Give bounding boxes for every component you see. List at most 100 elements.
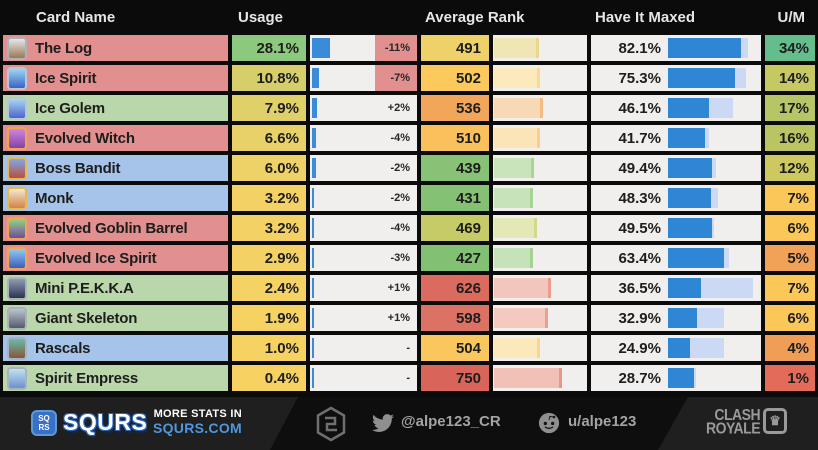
- have-it-maxed-bar-track: [668, 278, 757, 298]
- um-value: 6%: [787, 309, 809, 327]
- card-name-label: Ice Spirit: [35, 69, 97, 87]
- average-rank-value: 536: [455, 99, 481, 117]
- average-rank-bar: [494, 38, 539, 58]
- footer-bar: SQ RS SQURS MORE STATS IN SQURS.COM @alp…: [0, 397, 818, 450]
- reddit-handle[interactable]: u/alpe123: [568, 413, 637, 430]
- average-rank-bar: [494, 158, 534, 178]
- um-value-cell: 6%: [765, 215, 815, 241]
- more-stats-block[interactable]: MORE STATS IN SQURS.COM: [128, 408, 242, 436]
- table-row: Evolved Witch 6.6% -4% 510 41.7%: [3, 125, 815, 151]
- um-value-cell: 1%: [765, 365, 815, 391]
- footer-right-panel: [658, 397, 818, 450]
- table-row: Boss Bandit 6.0% -2% 439 49.4%: [3, 155, 815, 181]
- card-stats-table: Card Name Usage Average Rank Have It Max…: [3, 9, 815, 391]
- have-it-maxed-bar: [668, 278, 701, 298]
- average-rank-bar: [494, 128, 541, 148]
- have-it-maxed-cell: 49.5%: [591, 215, 761, 241]
- average-rank-bar: [494, 98, 543, 118]
- um-value-cell: 6%: [765, 305, 815, 331]
- average-rank-value-cell: 510: [421, 125, 489, 151]
- average-rank-value: 431: [455, 189, 481, 207]
- have-it-maxed-bar: [668, 158, 712, 178]
- um-value: 5%: [787, 249, 809, 267]
- average-rank-value-cell: 427: [421, 245, 489, 271]
- average-rank-value: 439: [455, 159, 481, 177]
- have-it-maxed-bar: [668, 338, 691, 358]
- usage-bar-cell: +1%: [310, 305, 417, 331]
- average-rank-bar-cell: [493, 365, 587, 391]
- have-it-maxed-cell: 63.4%: [591, 245, 761, 271]
- usage-bar-cell: -7%: [310, 65, 417, 91]
- um-value-cell: 16%: [765, 125, 815, 151]
- um-value: 34%: [778, 39, 809, 57]
- average-rank-value: 598: [455, 309, 481, 327]
- usage-value: 2.4%: [264, 279, 299, 297]
- average-rank-value: 469: [455, 219, 481, 237]
- spirit-empress-card-icon: [7, 366, 27, 390]
- squrs-brand-text: SQURS: [63, 409, 148, 435]
- um-value-cell: 12%: [765, 155, 815, 181]
- usage-bar-cell: -11%: [310, 35, 417, 61]
- usage-value: 6.0%: [264, 159, 299, 177]
- ice-golem-card-icon: [7, 96, 27, 120]
- card-name-cell: Evolved Ice Spirit: [3, 245, 228, 271]
- usage-value-cell: 1.0%: [232, 335, 306, 361]
- card-name-cell: Ice Golem: [3, 95, 228, 121]
- twitter-handle[interactable]: @alpe123_CR: [401, 413, 501, 430]
- usage-value: 7.9%: [264, 99, 299, 117]
- have-it-maxed-value: 75.3%: [618, 69, 661, 87]
- usage-value: 0.4%: [264, 369, 299, 387]
- squrs-com-link[interactable]: SQURS.COM: [152, 420, 242, 436]
- usage-bar: [312, 338, 314, 358]
- column-header-um: U/M: [777, 9, 806, 26]
- usage-value: 2.9%: [264, 249, 299, 267]
- table-row: The Log 28.1% -11% 491 82.1%: [3, 35, 815, 61]
- have-it-maxed-value: 48.3%: [618, 189, 661, 207]
- have-it-maxed-value: 32.9%: [618, 309, 661, 327]
- table-row: Mini P.E.K.K.A 2.4% +1% 626 36.5%: [3, 275, 815, 301]
- usage-value: 10.8%: [256, 69, 299, 87]
- card-name-cell: Evolved Witch: [3, 125, 228, 151]
- table-row: Rascals 1.0% - 504 24.9%: [3, 335, 815, 361]
- average-rank-bar-cell: [493, 245, 587, 271]
- usage-bar-cell: -3%: [310, 245, 417, 271]
- card-name-cell: Evolved Goblin Barrel: [3, 215, 228, 241]
- have-it-maxed-cell: 82.1%: [591, 35, 761, 61]
- have-it-maxed-value: 49.4%: [618, 159, 661, 177]
- usage-value-cell: 2.4%: [232, 275, 306, 301]
- have-it-maxed-bar-track: [668, 188, 757, 208]
- usage-value-cell: 3.2%: [232, 185, 306, 211]
- average-rank-value: 502: [455, 69, 481, 87]
- have-it-maxed-cell: 46.1%: [591, 95, 761, 121]
- average-rank-value: 750: [455, 369, 481, 387]
- usage-bar-cell: -2%: [310, 155, 417, 181]
- um-value: 17%: [778, 99, 809, 117]
- average-rank-bar-cell: [493, 155, 587, 181]
- card-name-cell: Monk: [3, 185, 228, 211]
- have-it-maxed-value: 82.1%: [618, 39, 661, 57]
- have-it-maxed-value: 28.7%: [618, 369, 661, 387]
- average-rank-value-cell: 598: [421, 305, 489, 331]
- average-rank-bar-cell: [493, 335, 587, 361]
- card-name-label: The Log: [35, 39, 92, 57]
- um-value-cell: 17%: [765, 95, 815, 121]
- card-name-label: Rascals: [35, 339, 91, 357]
- have-it-maxed-bar-track: [668, 98, 757, 118]
- card-name-cell: Ice Spirit: [3, 65, 228, 91]
- card-name-label: Giant Skeleton: [35, 309, 138, 327]
- card-name-label: Ice Golem: [35, 99, 105, 117]
- column-header-have-it-maxed: Have It Maxed: [595, 9, 696, 26]
- have-it-maxed-cell: 28.7%: [591, 365, 761, 391]
- have-it-maxed-bar-track: [668, 68, 757, 88]
- card-name-label: Spirit Empress: [35, 369, 139, 387]
- average-rank-bar-cell: [493, 275, 587, 301]
- table-rows: The Log 28.1% -11% 491 82.1%: [3, 35, 815, 391]
- have-it-maxed-bar: [668, 68, 735, 88]
- column-header-usage: Usage: [238, 9, 284, 26]
- have-it-maxed-bar-track: [668, 308, 757, 328]
- average-rank-value: 504: [455, 339, 481, 357]
- usage-bar: [312, 158, 316, 178]
- usage-change-badge: -4%: [390, 132, 410, 144]
- usage-change-badge: +1%: [387, 282, 410, 294]
